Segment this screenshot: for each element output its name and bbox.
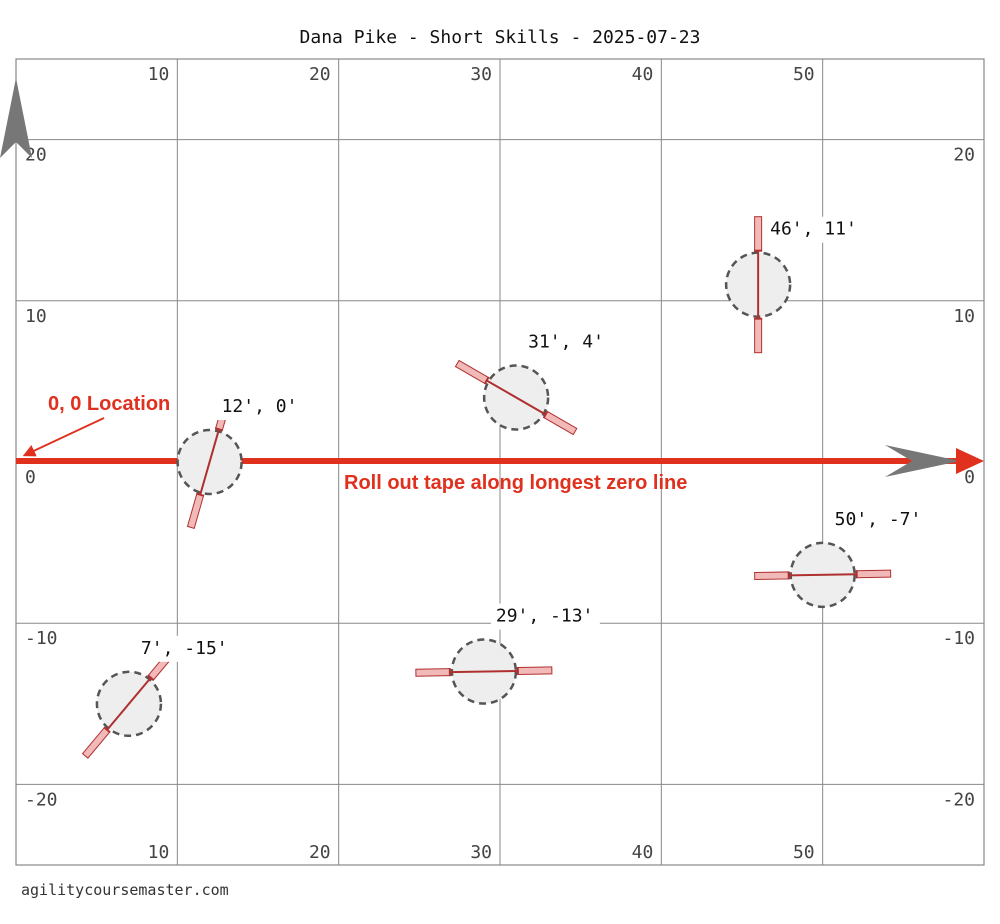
obstacle-bar bbox=[754, 569, 892, 581]
obstacle-label-background bbox=[216, 394, 304, 420]
obstacle-board-back bbox=[454, 359, 490, 385]
north-arrow bbox=[0, 78, 32, 158]
obstacle-board-back bbox=[415, 668, 451, 677]
tape-label: Roll out tape along longest zero line bbox=[344, 472, 687, 494]
obstacle-board-front bbox=[856, 569, 892, 579]
x-tick-label-top: 40 bbox=[632, 64, 654, 85]
x-tick-label-top: 10 bbox=[148, 64, 170, 85]
x-tick-label-bottom: 40 bbox=[632, 842, 654, 863]
obstacle-tick bbox=[103, 726, 111, 734]
y-tick-label-right: 0 bbox=[964, 467, 975, 488]
y-tick-label-left: 20 bbox=[25, 145, 47, 166]
x-tick-label-top: 50 bbox=[793, 64, 815, 85]
obstacle-label-background bbox=[829, 506, 928, 533]
obstacle-board-back bbox=[81, 726, 111, 759]
origin-pointer-arrow bbox=[22, 417, 105, 457]
obstacle: 7', -15' bbox=[81, 635, 234, 759]
origin-label: 0, 0 Location bbox=[48, 393, 170, 415]
x-tick-label-bottom: 10 bbox=[148, 842, 170, 863]
y-tick-label-right: -10 bbox=[942, 628, 975, 649]
obstacle: 46', 11' bbox=[724, 216, 864, 354]
obstacles: 46', 11' 31', 4' 12', 0' 50', -7' 29', -13' 7… bbox=[81, 216, 928, 759]
obstacle-label: 31', 4' bbox=[528, 332, 604, 353]
obstacle-label: 50', -7' bbox=[835, 509, 922, 530]
obstacle-board-back bbox=[754, 571, 790, 581]
obstacle-label-background bbox=[135, 635, 234, 662]
footer-site: agilitycoursemaster.com bbox=[21, 881, 229, 899]
obstacle-board-back bbox=[186, 493, 205, 529]
obstacle-label-background bbox=[523, 329, 611, 356]
obstacle-board-front bbox=[543, 410, 578, 436]
tape-red-arrowhead bbox=[956, 448, 984, 474]
obstacle-label-background bbox=[490, 603, 600, 630]
y-tick-label-right: 10 bbox=[953, 306, 975, 327]
obstacle-center-line bbox=[486, 379, 547, 416]
x-tick-label-top: 20 bbox=[309, 64, 331, 85]
obstacle-board-back bbox=[754, 318, 763, 354]
tape-gray-arrowhead bbox=[885, 445, 960, 477]
y-tick-label-left: -20 bbox=[25, 789, 58, 810]
x-tick-label-bottom: 50 bbox=[793, 842, 815, 863]
obstacle-tick bbox=[483, 376, 490, 385]
obstacle-tick bbox=[147, 674, 155, 682]
tick-labels: 10 10 20 20 30 30 40 40 50 50 20 20 10 10 0 0 -10 -10 -20 -… bbox=[25, 64, 975, 863]
obstacle-bar bbox=[415, 666, 553, 677]
obstacle: 31', 4' bbox=[454, 329, 611, 436]
obstacle-tick bbox=[214, 427, 224, 432]
obstacle-center-line bbox=[106, 677, 152, 731]
obstacle-board-front bbox=[754, 216, 763, 252]
obstacle-label-background bbox=[765, 216, 864, 243]
obstacle-center-line bbox=[449, 669, 518, 674]
x-tick-label-bottom: 20 bbox=[309, 842, 331, 863]
y-tick-label-left: -10 bbox=[25, 628, 58, 649]
obstacle-label: 29', -13' bbox=[496, 606, 594, 627]
x-tick-label-top: 30 bbox=[470, 64, 492, 85]
obstacle: 29', -13' bbox=[415, 603, 600, 705]
obstacle: 12', 0' bbox=[176, 394, 304, 529]
obstacle-tick bbox=[196, 492, 205, 497]
obstacle-center-line bbox=[788, 573, 857, 577]
obstacle-bar bbox=[754, 216, 763, 354]
obstacle-center-line bbox=[199, 429, 220, 495]
y-tick-label-left: 10 bbox=[25, 306, 47, 327]
y-tick-label-right: 20 bbox=[953, 145, 975, 166]
y-tick-label-left: 0 bbox=[25, 467, 36, 488]
obstacle-label: 46', 11' bbox=[770, 219, 857, 240]
obstacle-board-front bbox=[517, 666, 553, 675]
obstacle-label: 7', -15' bbox=[141, 638, 228, 659]
obstacle: 50', -7' bbox=[754, 506, 928, 609]
y-tick-label-right: -20 bbox=[942, 789, 975, 810]
obstacle-label: 12', 0' bbox=[222, 396, 298, 417]
grid-lines bbox=[16, 59, 984, 865]
obstacle-bar bbox=[454, 359, 578, 436]
obstacle-tick bbox=[542, 410, 549, 419]
map-title: Dana Pike - Short Skills - 2025-07-23 bbox=[300, 27, 701, 48]
x-tick-label-bottom: 30 bbox=[470, 842, 492, 863]
